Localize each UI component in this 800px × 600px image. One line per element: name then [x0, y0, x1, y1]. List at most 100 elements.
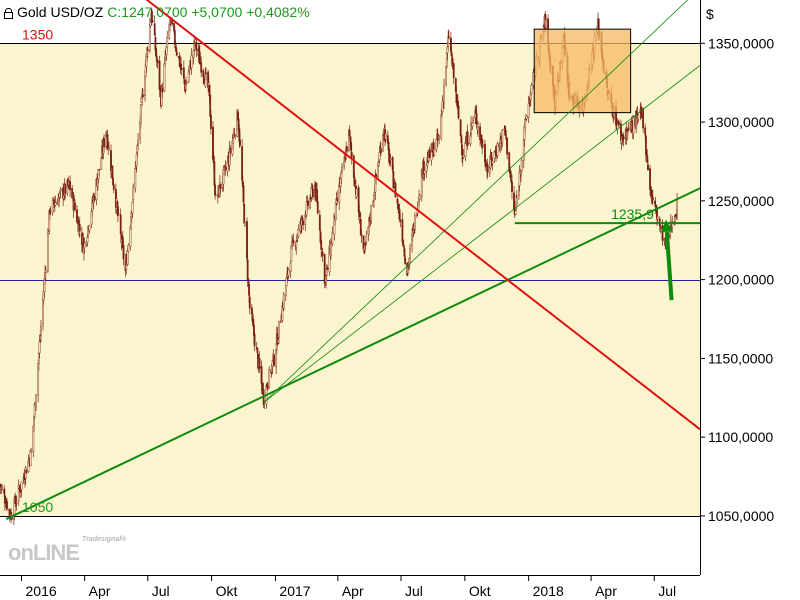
candle-body — [626, 130, 629, 133]
currency-label: $ — [706, 6, 714, 22]
candle-body — [318, 214, 321, 231]
candle-body — [423, 170, 426, 174]
candle-body — [438, 136, 441, 139]
candle-body — [325, 267, 328, 276]
candle-body — [466, 131, 469, 146]
candle-body — [477, 126, 479, 131]
candle-body — [243, 203, 246, 224]
candle-body — [297, 229, 300, 237]
candle-body — [527, 103, 530, 118]
candle-body — [69, 181, 71, 191]
candle-body — [135, 153, 138, 167]
candle-body — [200, 62, 203, 73]
candle-body — [268, 368, 271, 388]
candle-body — [246, 259, 249, 280]
candle-body — [413, 215, 416, 230]
candle-body — [401, 219, 404, 242]
candle-body — [151, 20, 154, 22]
x-tick-label: 2017 — [279, 583, 310, 599]
candle-body — [418, 194, 421, 200]
y-tick-label: 1150,0000 — [708, 350, 773, 366]
level-labels: 1350 1050 1235,9 — [22, 26, 654, 515]
candle-body — [185, 82, 188, 85]
candle-body — [146, 49, 149, 51]
candle-body — [176, 52, 178, 55]
candle-body — [409, 247, 411, 259]
candle-body — [134, 168, 137, 189]
x-tick-label: 2018 — [533, 583, 564, 599]
candle-body — [117, 206, 119, 217]
candle-body — [637, 114, 640, 120]
candle-body — [316, 201, 319, 214]
candle-body — [647, 164, 649, 171]
candle-body — [336, 197, 339, 202]
candle-body — [78, 224, 81, 232]
candle-body — [163, 63, 166, 92]
level-label-1050: 1050 — [22, 499, 53, 515]
watermark-big-text: onLINE — [8, 540, 80, 565]
chart-header: Gold USD/OZ C:1247,0700 +5,0700 +0,4082% — [4, 4, 310, 20]
candle-body — [243, 221, 246, 226]
candle-body — [445, 66, 447, 86]
candle-body — [450, 37, 452, 52]
candle-body — [396, 198, 399, 204]
candle-body — [309, 197, 312, 208]
candle-body — [20, 481, 23, 490]
instrument-title: Gold USD/OZ — [17, 4, 104, 20]
candle-body — [122, 245, 125, 260]
candle-body — [642, 108, 645, 129]
arrow-shaft — [664, 231, 674, 301]
candle-body — [676, 198, 679, 215]
candle-body — [180, 68, 183, 70]
candle-body — [112, 184, 115, 190]
candle-body — [391, 157, 394, 171]
candle-body — [29, 450, 32, 467]
candle-body — [671, 221, 674, 229]
candle-body — [32, 425, 35, 452]
candle-body — [511, 181, 513, 192]
candle-body — [46, 233, 49, 272]
candle-body — [219, 183, 222, 189]
candle-body — [88, 225, 91, 231]
lock-icon[interactable] — [4, 8, 13, 19]
candle-body — [261, 382, 264, 394]
candle-body — [119, 214, 122, 234]
candle-body — [183, 79, 186, 85]
candle-body — [522, 140, 525, 161]
candle-body — [187, 71, 190, 82]
candle-body — [54, 202, 57, 206]
candle-body — [622, 136, 625, 140]
y-tick-label: 1050,0000 — [708, 508, 774, 524]
candle-body — [40, 326, 42, 336]
candle-body — [353, 177, 356, 187]
candle-body — [241, 146, 244, 181]
candle-body — [51, 199, 54, 213]
candle-body — [153, 23, 156, 36]
x-tick-label: Apr — [342, 583, 364, 599]
candle-body — [525, 115, 528, 120]
candle-body — [378, 152, 381, 160]
candle-body — [457, 105, 460, 119]
candle-body — [501, 130, 504, 144]
candle-body — [59, 189, 62, 192]
candle-body — [496, 143, 499, 156]
candle-body — [158, 60, 161, 90]
watermark-small-text: Tradesignal® — [82, 536, 127, 543]
candle-body — [242, 185, 245, 203]
candle-body — [253, 333, 256, 347]
candle-body — [224, 166, 227, 171]
candle-body — [132, 186, 135, 201]
trendlines — [5, 0, 701, 520]
candle-body — [644, 135, 647, 155]
candle-body — [302, 220, 305, 225]
candle-body — [239, 139, 241, 146]
candle-body — [326, 267, 329, 270]
price-zone-1050-1350 — [0, 43, 700, 516]
candle-body — [311, 188, 314, 198]
x-tick-label: Apr — [595, 583, 617, 599]
fan-line-0 — [263, 65, 701, 403]
candle-body — [433, 148, 436, 156]
candle-body — [246, 221, 248, 259]
candle-body — [343, 161, 346, 167]
